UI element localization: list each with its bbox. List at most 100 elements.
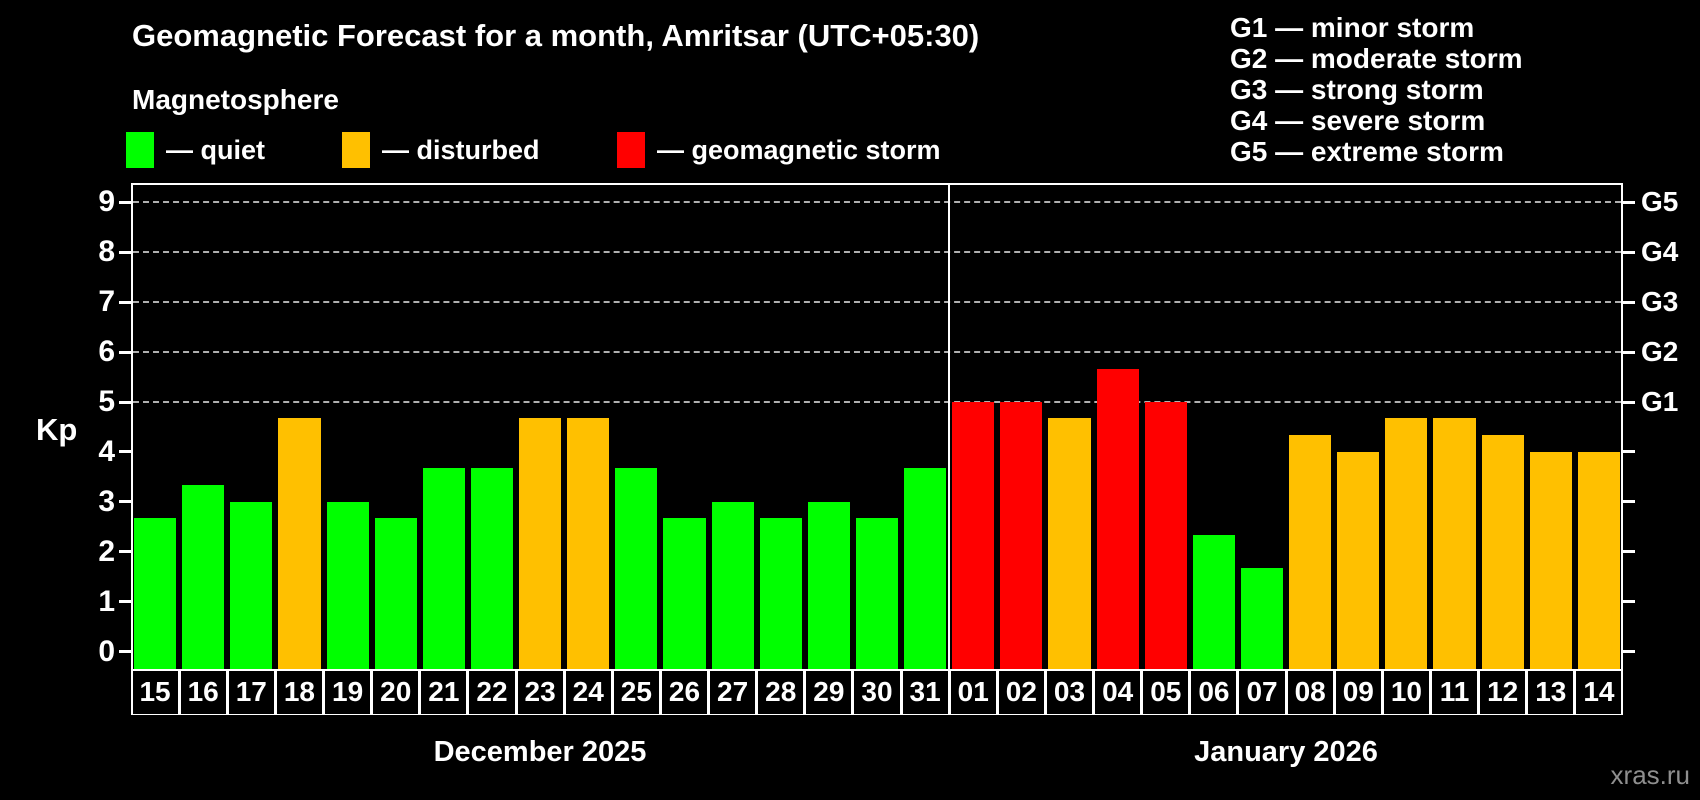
day-label-cell-dec-19: 19 [325,670,371,714]
month-label-december: December 2025 [433,736,647,768]
day-label-cell-dec-22: 22 [469,670,515,714]
kp-bar-dec-18 [278,418,321,669]
kp-bar-jan-02 [1000,402,1043,669]
watermark: xras.ru [1610,760,1690,790]
g-legend-line-4: G4 — severe storm [1230,105,1486,136]
g-axis-label-g1: G1 [1641,386,1679,417]
legend-swatch-storm [617,132,645,168]
legend-item-storm: — geomagnetic storm [617,131,941,169]
plot-border-left [131,183,133,669]
day-label-cell-dec-24: 24 [565,670,611,714]
day-label-cell-jan-07: 07 [1239,670,1285,714]
day-label-cell-dec-27: 27 [710,670,756,714]
day-label-cell-jan-03: 03 [1046,670,1093,714]
day-label-cell-jan-06: 06 [1191,670,1237,714]
y-tick-left-4 [119,450,131,454]
g-legend-line-2: G2 — moderate storm [1230,43,1523,74]
day-label-cell-jan-10: 10 [1383,670,1429,714]
day-label-cell-jan-04: 04 [1095,670,1141,714]
plot-border-top [131,183,1623,185]
kp-bar-jan-05 [1144,402,1187,669]
day-label-cell-dec-15: 15 [132,670,178,714]
kp-bar-jan-14 [1577,451,1620,669]
y-tick-right-6 [1623,350,1635,354]
plot-area: 0 1 2 3 4 5 6 7 8 9 G1 G2 G3 G4 G5 [98,183,1678,669]
kp-bar-dec-26 [663,518,706,669]
gridline-kp8 [133,251,1621,254]
y-axis-label-9: 9 [98,185,115,219]
y-axis-label-7: 7 [98,285,115,319]
g-legend-line-3: G3 — strong storm [1230,74,1484,105]
day-label-cell-dec-26: 26 [661,670,708,714]
y-tick-left-9 [119,200,131,204]
day-label-cell-dec-25: 25 [613,670,659,714]
kp-axis-title: Kp [36,412,78,447]
y-tick-left-1 [119,600,131,604]
day-label-cell-jan-05: 05 [1143,670,1189,714]
kp-bar-jan-09 [1337,451,1380,669]
kp-bar-jan-11 [1433,418,1476,669]
month-divider [948,183,951,669]
kp-bar-dec-27 [711,501,754,669]
day-label-cell-dec-29: 29 [806,670,852,714]
kp-bar-dec-23 [519,418,562,669]
gridline-kp7 [133,301,1621,304]
legend-swatch-disturbed [342,132,370,168]
y-tick-right-2 [1623,550,1635,554]
g-axis-label-g2: G2 [1641,336,1679,368]
y-tick-right-8 [1623,250,1635,254]
kp-bar-jan-08 [1289,435,1332,669]
day-label-cell-dec-16: 16 [180,670,226,714]
kp-bar-jan-13 [1529,451,1572,669]
y-tick-right-5 [1623,400,1635,404]
y-tick-right-9 [1623,200,1635,204]
gridline-kp5 [133,401,1621,403]
month-label-january: January 2026 [1194,736,1378,768]
day-label-cell-dec-30: 30 [854,670,900,714]
kp-bar-dec-22 [470,468,514,669]
chart-title: Geomagnetic Forecast for a month, Amrits… [132,18,980,53]
kp-bar-dec-15 [134,518,177,669]
y-axis-label-1: 1 [98,584,115,618]
y-axis-label-2: 2 [98,534,115,568]
kp-bar-dec-16 [182,485,225,669]
kp-bar-dec-17 [230,501,273,669]
y-tick-left-2 [119,550,131,554]
day-label-cell-dec-17: 17 [228,670,274,714]
y-tick-right-7 [1623,300,1635,304]
day-label-cell-jan-11: 11 [1431,670,1478,714]
y-tick-left-6 [119,350,131,354]
y-axis-label-4: 4 [98,434,115,468]
day-label-cell-jan-12: 12 [1480,670,1526,714]
kp-bar-dec-19 [326,501,369,669]
chart-subtitle: Magnetosphere [132,84,339,115]
g-axis-label-g5: G5 [1641,186,1679,218]
kp-bar-dec-21 [422,468,465,669]
legend-swatch-quiet [126,132,154,168]
kp-bar-jan-06 [1192,535,1235,669]
kp-bar-jan-10 [1385,418,1428,669]
y-tick-left-7 [119,300,131,304]
day-label-cell-jan-14: 14 [1576,670,1622,714]
y-tick-right-4 [1623,450,1635,454]
day-label-cell-jan-02: 02 [998,670,1044,714]
day-label-strip: 15 16 17 18 19 20 21 22 23 24 25 26 27 28 29 30 31 01 02 03… [131,669,1623,715]
kp-bar-dec-28 [759,518,802,669]
g-legend-line-1: G1 — minor storm [1230,12,1475,43]
y-axis-label-8: 8 [98,235,115,269]
day-label-cell-dec-28: 28 [758,670,804,714]
legend-item-quiet: — quiet [126,131,265,169]
kp-bar-jan-03 [1048,418,1091,669]
legend-label-storm: — geomagnetic storm [657,134,941,165]
day-label-cell-dec-31: 31 [902,670,948,714]
y-axis-label-5: 5 [98,385,115,418]
kp-bar-dec-20 [374,518,417,669]
legend-label-disturbed: — disturbed [382,134,540,165]
day-label-cell-jan-09: 09 [1335,670,1381,714]
kp-bar-jan-12 [1481,435,1524,669]
y-tick-right-3 [1623,500,1635,504]
y-axis-label-6: 6 [98,335,115,369]
day-label-cell-dec-18: 18 [276,670,322,714]
kp-bar-jan-07 [1240,568,1284,669]
